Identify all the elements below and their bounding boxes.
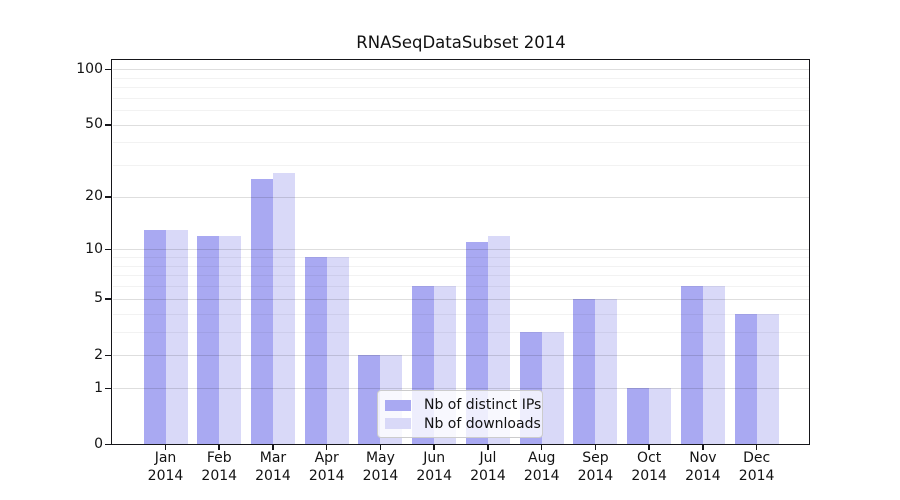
x-tick (487, 445, 489, 450)
bar-downloads-mar (272, 173, 295, 444)
legend-label-distinct-ips: Nb of distinct IPs (424, 397, 542, 414)
y-tick (105, 124, 111, 126)
y-tick-label: 100 (76, 60, 103, 77)
bar-downloads-dec (756, 313, 779, 444)
minor-gridline (113, 77, 809, 79)
minor-gridline (113, 142, 809, 144)
major-gridline (113, 124, 809, 126)
bar-distinct-ips-oct (627, 388, 650, 444)
major-gridline (113, 196, 809, 198)
legend-swatch-downloads-icon (385, 418, 411, 430)
major-gridline (113, 69, 809, 71)
y-tick (105, 354, 111, 357)
legend-swatch-distinct-ips-icon (385, 399, 411, 411)
x-tick-label: Aug 2014 (523, 450, 560, 484)
bar-distinct-ips-mar (250, 179, 273, 444)
bar-downloads-sep (595, 298, 618, 444)
x-tick-label: Mar 2014 (255, 450, 291, 484)
bar-distinct-ips-may (358, 355, 381, 444)
bar-distinct-ips-feb (197, 235, 220, 444)
minor-gridline (113, 275, 809, 277)
x-tick-label: Apr 2014 (308, 450, 345, 484)
x-tick-label: Nov 2014 (685, 450, 721, 484)
minor-gridline (113, 87, 809, 89)
x-tick (164, 445, 167, 450)
x-tick (594, 445, 597, 450)
minor-gridline (113, 97, 809, 99)
x-tick (702, 445, 704, 450)
major-gridline (113, 298, 809, 300)
minor-gridline (113, 286, 809, 288)
y-tick-label: 5 (94, 290, 103, 307)
y-tick (105, 298, 111, 300)
y-tick-label: 20 (85, 188, 103, 205)
x-tick (272, 445, 274, 450)
minor-gridline (113, 257, 809, 259)
x-tick-label: Oct 2014 (631, 450, 667, 484)
y-tick-label: 50 (85, 116, 103, 133)
y-tick-label: 0 (94, 435, 103, 452)
x-tick-label: Jun 2014 (416, 450, 452, 484)
y-tick (105, 196, 111, 198)
bar-distinct-ips-nov (680, 286, 703, 444)
bar-downloads-nov (702, 286, 725, 444)
bar-distinct-ips-sep (573, 298, 596, 444)
x-tick (433, 445, 435, 450)
y-tick-label: 2 (94, 346, 103, 363)
legend: Nb of distinct IPs Nb of downloads (377, 390, 543, 438)
minor-gridline (113, 265, 809, 267)
y-tick-label: 1 (94, 379, 103, 396)
x-tick-label: Dec 2014 (738, 450, 775, 484)
minor-gridline (113, 110, 809, 112)
major-gridline (113, 355, 809, 357)
x-tick (648, 445, 650, 450)
bar-downloads-jan (165, 229, 188, 444)
x-tick (540, 445, 543, 450)
minor-gridline (113, 313, 809, 315)
legend-item-distinct-ips: Nb of distinct IPs (385, 396, 542, 415)
bar-downloads-aug (541, 331, 564, 444)
bar-distinct-ips-dec (734, 313, 757, 444)
major-gridline (113, 249, 809, 251)
legend-label-downloads: Nb of downloads (424, 415, 541, 432)
y-tick (105, 443, 111, 445)
x-tick-label: Jan 2014 (147, 450, 184, 484)
bar-distinct-ips-jan (143, 229, 166, 444)
bar-downloads-oct (649, 388, 672, 444)
minor-gridline (113, 165, 809, 167)
x-tick (755, 445, 758, 450)
chart-title: RNASeqDataSubset 2014 (356, 33, 566, 52)
y-tick (105, 387, 111, 390)
major-gridline (113, 388, 809, 390)
x-tick-label: May 2014 (362, 450, 399, 484)
x-tick (218, 445, 220, 450)
y-tick (105, 248, 111, 251)
x-tick (325, 445, 328, 450)
minor-gridline (113, 331, 809, 333)
bar-downloads-feb (219, 235, 242, 444)
x-tick (379, 445, 382, 450)
x-tick-label: Sep 2014 (577, 450, 614, 484)
y-tick (105, 68, 111, 71)
bar-distinct-ips-apr (304, 257, 327, 444)
legend-item-downloads: Nb of downloads (385, 415, 542, 434)
x-tick-label: Feb 2014 (201, 450, 238, 484)
y-tick-label: 10 (85, 240, 103, 257)
x-tick-label: Jul 2014 (470, 450, 506, 484)
bar-downloads-apr (326, 257, 349, 444)
